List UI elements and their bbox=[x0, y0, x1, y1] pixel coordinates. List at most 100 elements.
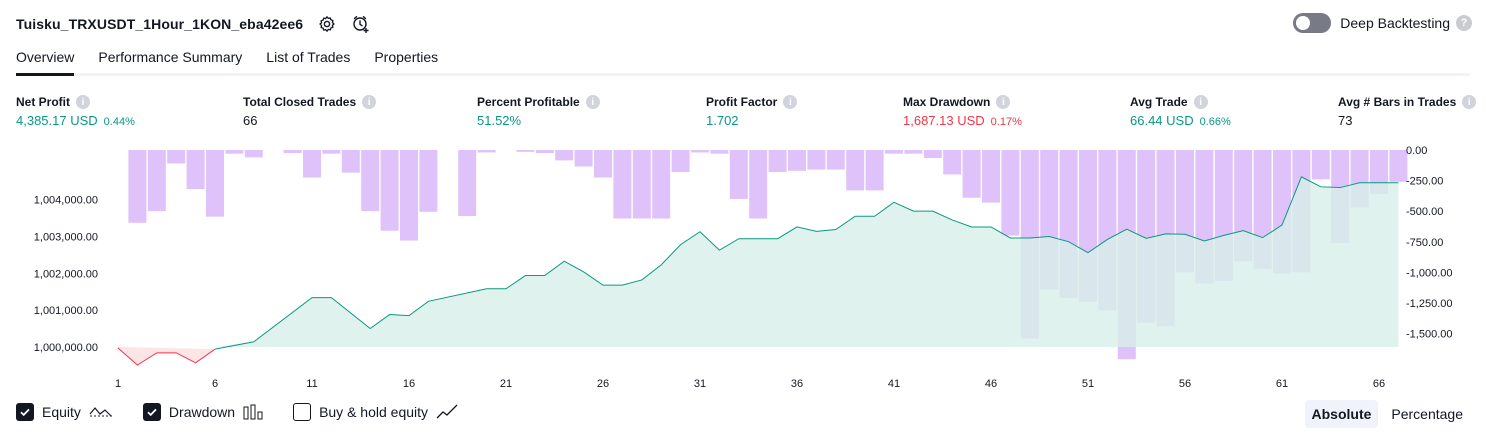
drawdown-bar bbox=[516, 150, 535, 152]
drawdown-bar bbox=[729, 150, 748, 199]
deep-backtesting-label: Deep Backtesting bbox=[1340, 15, 1450, 31]
metric-label: Avg # Bars in Trades bbox=[1338, 95, 1457, 109]
equity-checkbox[interactable] bbox=[16, 403, 34, 421]
add-alert-icon[interactable] bbox=[351, 14, 371, 34]
info-icon[interactable]: i bbox=[783, 95, 798, 109]
metric-percent-profitable: Percent Profitable i 51.52% bbox=[477, 94, 600, 129]
tab-overview[interactable]: Overview bbox=[16, 48, 75, 76]
drawdown-bar bbox=[982, 150, 1000, 203]
drawdown-bar bbox=[943, 150, 962, 175]
drawdown-bar bbox=[128, 150, 147, 223]
drawdown-bar bbox=[167, 150, 186, 164]
info-icon[interactable]: i bbox=[585, 95, 600, 109]
tab-properties[interactable]: Properties bbox=[374, 49, 439, 65]
buy-hold-checkbox[interactable] bbox=[293, 403, 312, 421]
right-axis-tick: -500.00 bbox=[1406, 206, 1443, 218]
metric-label: Net Profit bbox=[16, 95, 70, 109]
drawdown-bar bbox=[458, 150, 477, 217]
metric-value: 1,687.13 USD bbox=[903, 113, 985, 128]
legend-buy-hold[interactable]: Buy & hold equity bbox=[293, 403, 458, 421]
metric-value: 66.44 USD bbox=[1130, 113, 1194, 128]
drawdown-bar bbox=[632, 150, 651, 219]
drawdown-bar bbox=[206, 150, 224, 217]
metric-max-drawdown: Max Drawdown i 1,687.13 USD 0.17% bbox=[903, 94, 1022, 129]
percentage-button[interactable]: Percentage bbox=[1391, 406, 1463, 422]
metric-label: Max Drawdown bbox=[903, 95, 991, 109]
value-mode-switch: Absolute Percentage bbox=[1299, 400, 1471, 428]
left-axis-tick: 1,000,000.00 bbox=[34, 342, 98, 354]
drawdown-bar bbox=[904, 150, 923, 154]
metric-value: 4,385.17 USD bbox=[16, 113, 98, 128]
drawdown-bar bbox=[923, 150, 942, 158]
right-axis-tick: -250.00 bbox=[1406, 176, 1443, 188]
right-axis-tick: -1,250.00 bbox=[1406, 298, 1452, 310]
x-axis-tick: 26 bbox=[597, 378, 609, 390]
strategy-name: Tuisku_TRXUSDT_1Hour_1KON_eba42ee6 bbox=[16, 16, 304, 32]
deep-backtesting-toggle[interactable] bbox=[1293, 13, 1332, 33]
drawdown-bar bbox=[865, 150, 884, 191]
metric-net-profit: Net Profit i 4,385.17 USD 0.44% bbox=[16, 94, 135, 129]
equity-line bbox=[214, 176, 1399, 350]
metric-profit-factor: Profit Factor i 1.702 bbox=[706, 94, 798, 129]
absolute-button[interactable]: Absolute bbox=[1304, 400, 1379, 428]
x-axis-tick: 46 bbox=[985, 378, 997, 390]
drawdown-bar bbox=[671, 150, 690, 173]
equity-negative-line bbox=[117, 347, 216, 366]
right-axis-tick: -1,000.00 bbox=[1406, 267, 1452, 279]
drawdown-bar bbox=[477, 150, 496, 153]
tab-bar: Overview Performance Summary List of Tra… bbox=[16, 48, 1470, 76]
drawdown-bar bbox=[555, 150, 574, 161]
drawdown-checkbox[interactable] bbox=[142, 403, 161, 421]
help-icon[interactable]: ? bbox=[1456, 15, 1472, 31]
drawdown-bar bbox=[652, 150, 671, 219]
info-icon[interactable]: i bbox=[76, 95, 90, 109]
drawdown-bar bbox=[147, 150, 166, 212]
drawdown-bar bbox=[749, 150, 768, 219]
drawdown-bar bbox=[535, 150, 554, 154]
info-icon[interactable]: i bbox=[1462, 95, 1477, 109]
metric-value: 51.52% bbox=[477, 113, 522, 128]
drawdown-bar bbox=[788, 150, 806, 171]
x-axis-tick: 36 bbox=[791, 378, 803, 390]
metric-percent: 0.17% bbox=[990, 116, 1022, 128]
equity-negative-area bbox=[118, 346, 215, 365]
tab-list-of-trades[interactable]: List of Trades bbox=[266, 49, 351, 65]
equity-drawdown-chart[interactable]: 1,004,000.00 1,003,000.00 1,002,000.00 1,00… bbox=[0, 140, 1486, 398]
equity-area bbox=[215, 176, 1399, 347]
drawdown-bar bbox=[186, 150, 205, 190]
bars-icon bbox=[243, 404, 263, 420]
metric-percent: 0.44% bbox=[103, 116, 135, 128]
drawdown-bar bbox=[283, 150, 302, 154]
drawdown-bar bbox=[710, 150, 729, 154]
x-axis-tick: 16 bbox=[403, 378, 415, 390]
x-axis-tick: 56 bbox=[1179, 378, 1191, 390]
info-icon[interactable]: i bbox=[1193, 95, 1208, 109]
x-axis-tick: 66 bbox=[1373, 378, 1385, 390]
tab-performance-summary[interactable]: Performance Summary bbox=[98, 49, 243, 65]
right-axis-tick: -1,500.00 bbox=[1406, 329, 1452, 341]
drawdown-bar bbox=[400, 150, 418, 241]
strategy-header: Tuisku_TRXUSDT_1Hour_1KON_eba42ee6 bbox=[16, 12, 371, 36]
right-axis-tick: -750.00 bbox=[1406, 237, 1443, 249]
x-axis-tick: 51 bbox=[1082, 378, 1094, 390]
drawdown-bar bbox=[594, 150, 612, 178]
legend-drawdown[interactable]: Drawdown bbox=[142, 403, 263, 421]
info-icon[interactable]: i bbox=[362, 95, 377, 109]
metric-avg-trade: Avg Trade i 66.44 USD 0.66% bbox=[1130, 94, 1231, 129]
left-axis-tick: 1,004,000.00 bbox=[34, 195, 98, 207]
info-icon[interactable]: i bbox=[996, 95, 1011, 109]
buy-hold-label: Buy & hold equity bbox=[319, 404, 429, 420]
drawdown-bar bbox=[380, 150, 399, 231]
gear-icon[interactable] bbox=[317, 14, 337, 34]
x-axis-tick: 1 bbox=[115, 378, 121, 390]
drawdown-bar bbox=[1389, 150, 1408, 182]
metric-label: Percent Profitable bbox=[477, 95, 580, 109]
metric-label: Total Closed Trades bbox=[243, 95, 357, 109]
legend-equity[interactable]: Equity bbox=[16, 403, 113, 421]
metric-value: 73 bbox=[1338, 113, 1353, 128]
drawdown-bar bbox=[419, 150, 438, 212]
trend-line-icon bbox=[436, 404, 458, 420]
drawdown-bar bbox=[341, 150, 360, 173]
x-axis-tick: 6 bbox=[212, 378, 218, 390]
metric-percent: 0.66% bbox=[1199, 116, 1231, 128]
